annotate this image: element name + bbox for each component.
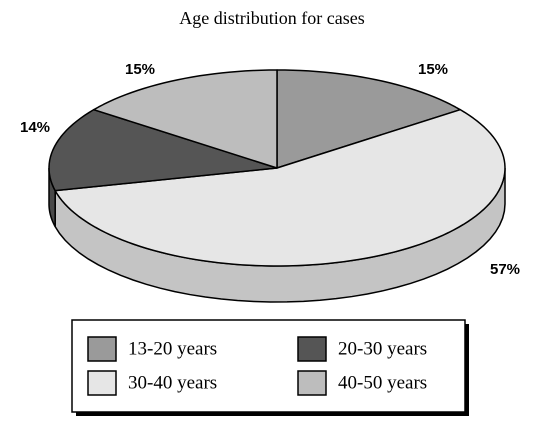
slice — [93, 69, 278, 169]
legend-swatch — [87, 336, 117, 362]
legend-swatch — [297, 370, 327, 396]
legend-swatch — [87, 370, 117, 396]
slice — [54, 108, 506, 267]
chart-title: Age distribution for cases — [179, 8, 364, 28]
legend-label: 13-20 years — [128, 338, 217, 359]
data-label: 15% — [418, 61, 448, 78]
data-label: 15% — [125, 61, 155, 78]
legend-label: 30-40 years — [128, 372, 217, 393]
data-label: 14% — [20, 119, 50, 136]
legend-label: 20-30 years — [338, 338, 427, 359]
legend-swatch — [297, 336, 327, 362]
legend — [71, 319, 466, 413]
slice — [48, 108, 278, 192]
slice — [276, 69, 461, 169]
data-label: 57% — [490, 261, 520, 278]
legend-label: 40-50 years — [338, 372, 427, 393]
